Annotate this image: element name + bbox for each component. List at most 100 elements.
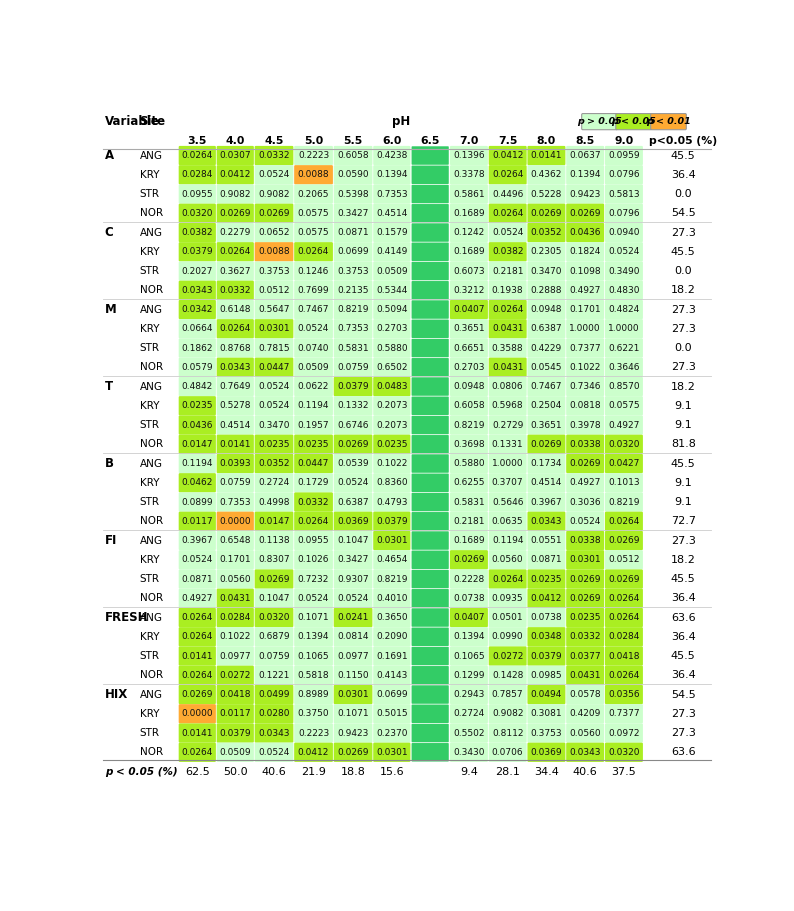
Text: 0.5818: 0.5818 (298, 670, 330, 680)
Text: 0.0948: 0.0948 (530, 305, 562, 314)
FancyBboxPatch shape (294, 454, 333, 473)
Text: 27.3: 27.3 (671, 363, 696, 373)
Text: 0.0264: 0.0264 (492, 305, 523, 314)
Text: 27.3: 27.3 (671, 536, 696, 546)
FancyBboxPatch shape (179, 569, 216, 589)
FancyBboxPatch shape (333, 531, 372, 550)
FancyBboxPatch shape (411, 704, 449, 723)
FancyBboxPatch shape (294, 281, 333, 300)
FancyBboxPatch shape (179, 165, 216, 184)
FancyBboxPatch shape (217, 473, 254, 492)
FancyBboxPatch shape (294, 627, 333, 647)
FancyBboxPatch shape (217, 704, 254, 723)
Text: 0.3378: 0.3378 (453, 170, 485, 179)
Text: 0.0342: 0.0342 (182, 305, 213, 314)
FancyBboxPatch shape (566, 454, 604, 473)
Text: 0.2943: 0.2943 (453, 690, 484, 699)
FancyBboxPatch shape (255, 723, 294, 742)
FancyBboxPatch shape (217, 223, 254, 242)
Text: 0.0382: 0.0382 (182, 228, 213, 237)
Text: 0.2223: 0.2223 (298, 151, 330, 160)
Text: 0.3753: 0.3753 (258, 267, 290, 275)
FancyBboxPatch shape (605, 204, 643, 223)
FancyBboxPatch shape (605, 608, 643, 627)
Text: 0.1862: 0.1862 (182, 343, 213, 353)
FancyBboxPatch shape (179, 146, 216, 165)
Text: 0.1022: 0.1022 (376, 459, 407, 468)
FancyBboxPatch shape (488, 742, 526, 762)
FancyBboxPatch shape (294, 723, 333, 742)
Text: 0.4229: 0.4229 (531, 343, 562, 353)
FancyBboxPatch shape (450, 512, 488, 531)
FancyBboxPatch shape (605, 685, 643, 704)
Text: 0.1194: 0.1194 (298, 401, 330, 410)
Text: 0.0284: 0.0284 (220, 613, 251, 622)
FancyBboxPatch shape (217, 742, 254, 762)
Text: 0.1701: 0.1701 (219, 556, 251, 564)
FancyBboxPatch shape (294, 589, 333, 608)
Text: 0.0284: 0.0284 (608, 632, 640, 641)
FancyBboxPatch shape (179, 358, 216, 377)
Text: 0.0575: 0.0575 (298, 228, 330, 237)
FancyBboxPatch shape (255, 165, 294, 184)
FancyBboxPatch shape (373, 396, 410, 415)
Text: 0.0759: 0.0759 (219, 478, 251, 487)
Text: 0.0738: 0.0738 (530, 613, 562, 622)
Text: 0.0332: 0.0332 (569, 632, 601, 641)
Text: 0.5344: 0.5344 (376, 286, 407, 295)
Text: 54.5: 54.5 (671, 209, 696, 219)
Text: 0.0871: 0.0871 (530, 556, 562, 564)
Text: 0.0348: 0.0348 (530, 632, 562, 641)
FancyBboxPatch shape (179, 704, 216, 723)
Text: 0.7346: 0.7346 (569, 382, 601, 391)
Text: 72.7: 72.7 (671, 517, 696, 527)
Text: 0.6746: 0.6746 (337, 421, 368, 429)
Text: 0.7815: 0.7815 (258, 343, 290, 353)
FancyBboxPatch shape (333, 146, 372, 165)
FancyBboxPatch shape (333, 223, 372, 242)
FancyBboxPatch shape (255, 608, 294, 627)
FancyBboxPatch shape (411, 358, 449, 376)
FancyBboxPatch shape (294, 204, 333, 223)
Text: 0.7353: 0.7353 (376, 189, 407, 199)
Text: 0.5228: 0.5228 (530, 189, 562, 199)
FancyBboxPatch shape (566, 358, 604, 377)
FancyBboxPatch shape (217, 319, 254, 338)
Text: 18.2: 18.2 (671, 382, 696, 392)
Text: 0.9307: 0.9307 (337, 575, 369, 584)
FancyBboxPatch shape (373, 300, 410, 319)
FancyBboxPatch shape (179, 608, 216, 627)
Text: KRY: KRY (140, 401, 159, 411)
FancyBboxPatch shape (605, 242, 643, 261)
FancyBboxPatch shape (255, 261, 294, 281)
Text: 0.0301: 0.0301 (569, 556, 601, 564)
Text: 21.9: 21.9 (301, 766, 326, 776)
Text: 18.2: 18.2 (671, 555, 696, 565)
FancyBboxPatch shape (255, 435, 294, 454)
FancyBboxPatch shape (255, 531, 294, 550)
Text: 0.0436: 0.0436 (182, 421, 213, 429)
Text: 45.5: 45.5 (671, 247, 696, 257)
Text: 0.3978: 0.3978 (569, 421, 601, 429)
FancyBboxPatch shape (294, 184, 333, 204)
FancyBboxPatch shape (333, 415, 372, 435)
FancyBboxPatch shape (605, 300, 643, 319)
Text: 0.5398: 0.5398 (337, 189, 369, 199)
FancyBboxPatch shape (411, 666, 449, 684)
FancyBboxPatch shape (566, 415, 604, 435)
FancyBboxPatch shape (179, 415, 216, 435)
FancyBboxPatch shape (450, 165, 488, 184)
FancyBboxPatch shape (294, 647, 333, 666)
FancyBboxPatch shape (527, 242, 565, 261)
FancyBboxPatch shape (450, 647, 488, 666)
FancyBboxPatch shape (566, 723, 604, 742)
Text: 0.1299: 0.1299 (453, 670, 484, 680)
Text: NOR: NOR (140, 439, 163, 449)
Text: 0.3036: 0.3036 (569, 497, 601, 507)
Text: 0.0235: 0.0235 (530, 575, 562, 584)
FancyBboxPatch shape (488, 242, 526, 261)
Text: 9.4: 9.4 (460, 766, 478, 776)
FancyBboxPatch shape (605, 435, 643, 454)
FancyBboxPatch shape (217, 165, 254, 184)
FancyBboxPatch shape (373, 473, 410, 492)
